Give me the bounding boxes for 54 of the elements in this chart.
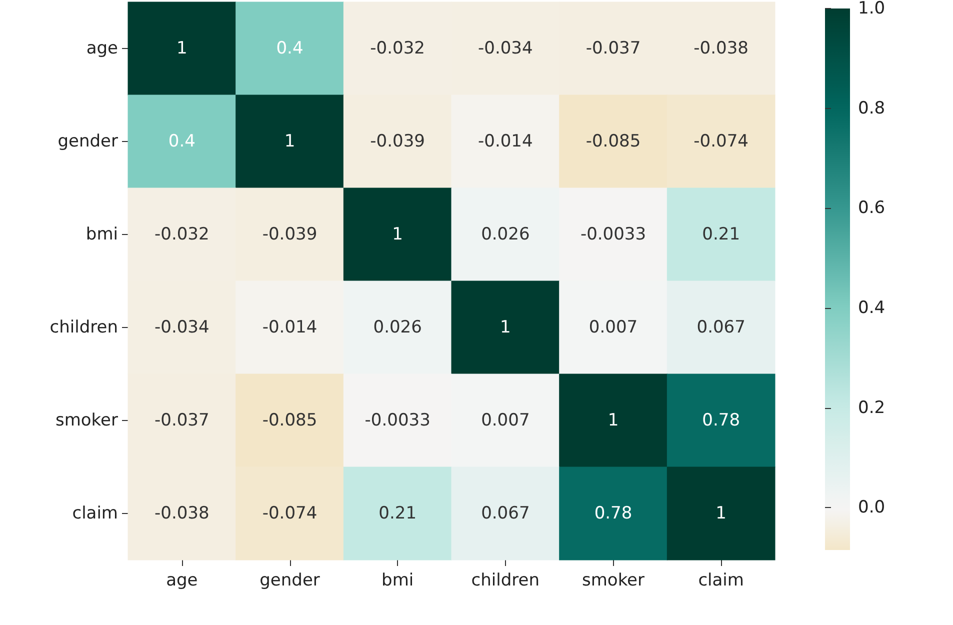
- data-label: 0.4: [168, 132, 196, 152]
- data-label: 0.026: [481, 224, 530, 244]
- x-tick-label: bmi: [382, 570, 414, 590]
- data-label: -0.014: [478, 132, 533, 152]
- color-bar-label: 0.0: [858, 498, 886, 518]
- data-label: -0.037: [586, 38, 641, 58]
- data-label: -0.0033: [580, 224, 646, 244]
- data-label: -0.014: [262, 318, 318, 338]
- y-tick-label: bmi: [86, 224, 118, 244]
- data-label: 0.067: [481, 504, 530, 524]
- y-tick-label: age: [86, 38, 118, 58]
- data-label: 0.067: [696, 318, 746, 338]
- data-label: 0.21: [378, 504, 417, 524]
- data-label: 0.78: [702, 410, 740, 430]
- x-tick-label: claim: [698, 570, 744, 590]
- y-tick-label: children: [50, 318, 118, 338]
- data-label: 0.21: [702, 224, 740, 244]
- data-label: 1: [716, 504, 726, 524]
- data-label: 0.78: [594, 504, 632, 524]
- data-label: 0.026: [373, 318, 422, 338]
- data-label: 0.4: [276, 38, 304, 58]
- x-tick-label: age: [166, 570, 198, 590]
- y-tick-label: smoker: [55, 410, 118, 430]
- color-bar-label: 1.0: [858, 0, 886, 18]
- data-label: 1: [608, 410, 619, 430]
- data-label: 0.007: [588, 318, 638, 338]
- data-label: 1: [176, 38, 188, 58]
- data-label: 1: [284, 132, 296, 152]
- data-label: -0.032: [370, 38, 425, 58]
- data-label: -0.0033: [364, 410, 430, 430]
- data-label: -0.038: [694, 38, 748, 58]
- data-label: 1: [500, 318, 511, 338]
- color-bar-label: 0.4: [858, 298, 886, 318]
- color-bar-label: 0.8: [858, 98, 886, 118]
- y-tick-label: claim: [72, 504, 118, 524]
- color-bar-label: 0.6: [858, 198, 886, 218]
- data-label: -0.034: [154, 318, 210, 338]
- data-label: -0.085: [262, 410, 318, 430]
- data-label: -0.074: [262, 504, 318, 524]
- y-tick-label: gender: [58, 132, 118, 152]
- data-label: 0.007: [481, 410, 530, 430]
- data-label: -0.039: [370, 132, 425, 152]
- x-tick-label: children: [471, 570, 540, 590]
- x-tick-label: gender: [260, 570, 320, 590]
- data-label: -0.039: [262, 224, 318, 244]
- color-bar-label: 0.2: [858, 398, 886, 418]
- data-label: -0.037: [154, 410, 210, 430]
- data-label: -0.074: [694, 132, 748, 152]
- data-label: -0.038: [154, 504, 210, 524]
- data-label: -0.085: [586, 132, 641, 152]
- x-tick-label: smoker: [582, 570, 645, 590]
- data-label: 1: [392, 224, 403, 244]
- data-label: -0.034: [478, 38, 533, 58]
- data-label: -0.032: [154, 224, 210, 244]
